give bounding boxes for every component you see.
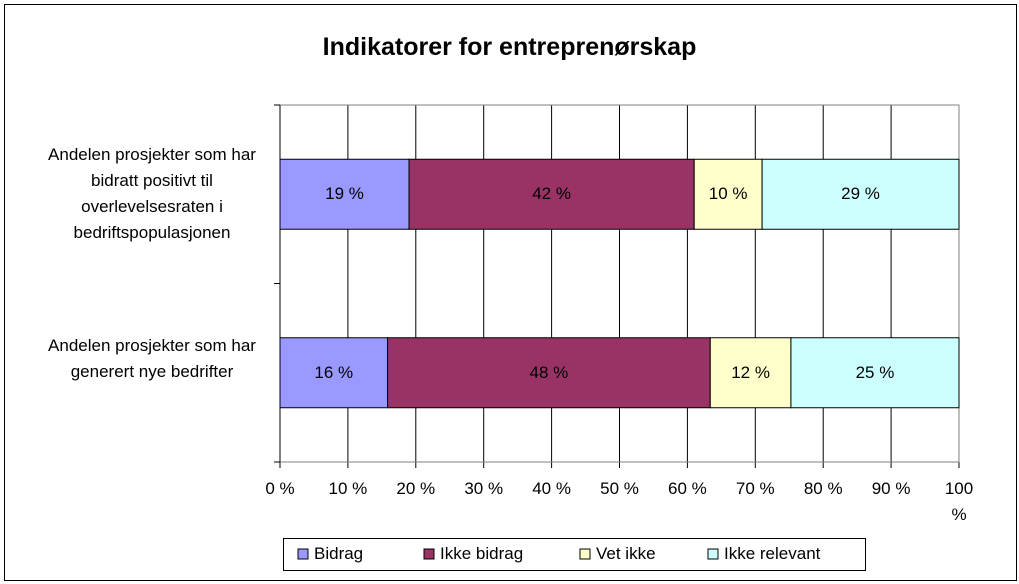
legend-swatch bbox=[707, 548, 719, 560]
bar bbox=[387, 337, 711, 409]
data-label: 29 % bbox=[841, 184, 880, 204]
x-tick-label: 60 % bbox=[668, 479, 707, 498]
x-tick-label: 70 % bbox=[735, 479, 775, 498]
x-tick-label: 20 % bbox=[396, 479, 436, 498]
legend-swatch bbox=[579, 548, 591, 560]
x-tick-label: 30 % bbox=[464, 479, 504, 498]
chart-frame bbox=[4, 4, 1017, 581]
legend-swatch bbox=[297, 548, 309, 560]
data-label: 16 % bbox=[314, 362, 354, 382]
bar bbox=[408, 158, 695, 230]
y-tick-label: Andelen prosjekter som har bidratt posit… bbox=[48, 145, 256, 243]
x-tick-label: 90 % bbox=[871, 479, 911, 498]
bar bbox=[790, 337, 960, 409]
data-label: 25 % bbox=[855, 362, 895, 382]
chart-title: Indikatorer for entreprenørskap bbox=[322, 33, 697, 61]
y-tick-label: Andelen prosjekter som har generert nye … bbox=[48, 335, 256, 381]
data-label: 12 % bbox=[731, 362, 770, 382]
data-label: 19 % bbox=[325, 184, 364, 204]
bar bbox=[709, 337, 792, 409]
bar bbox=[761, 158, 960, 230]
legend-label: Bidrag bbox=[314, 544, 364, 563]
legend-label: Ikke relevant bbox=[724, 544, 821, 563]
x-tick-label: 100 % bbox=[944, 479, 974, 524]
x-tick-label: 50 % bbox=[600, 479, 639, 498]
legend-frame bbox=[283, 538, 866, 571]
x-tick-label: 0 % bbox=[265, 479, 295, 498]
bar bbox=[279, 337, 389, 409]
x-tick-label: 40 % bbox=[532, 479, 571, 498]
bar bbox=[693, 158, 763, 230]
bar bbox=[279, 158, 410, 230]
legend-label: Ikke bidrag bbox=[440, 544, 524, 563]
data-label: 48 % bbox=[529, 362, 569, 382]
x-tick-label: 80 % bbox=[803, 479, 843, 498]
legend-swatch bbox=[423, 548, 435, 560]
data-label: 10 % bbox=[708, 184, 748, 204]
legend-label: Vet ikke bbox=[596, 544, 656, 563]
data-label: 42 % bbox=[532, 184, 571, 204]
x-tick-label: 10 % bbox=[328, 479, 368, 498]
